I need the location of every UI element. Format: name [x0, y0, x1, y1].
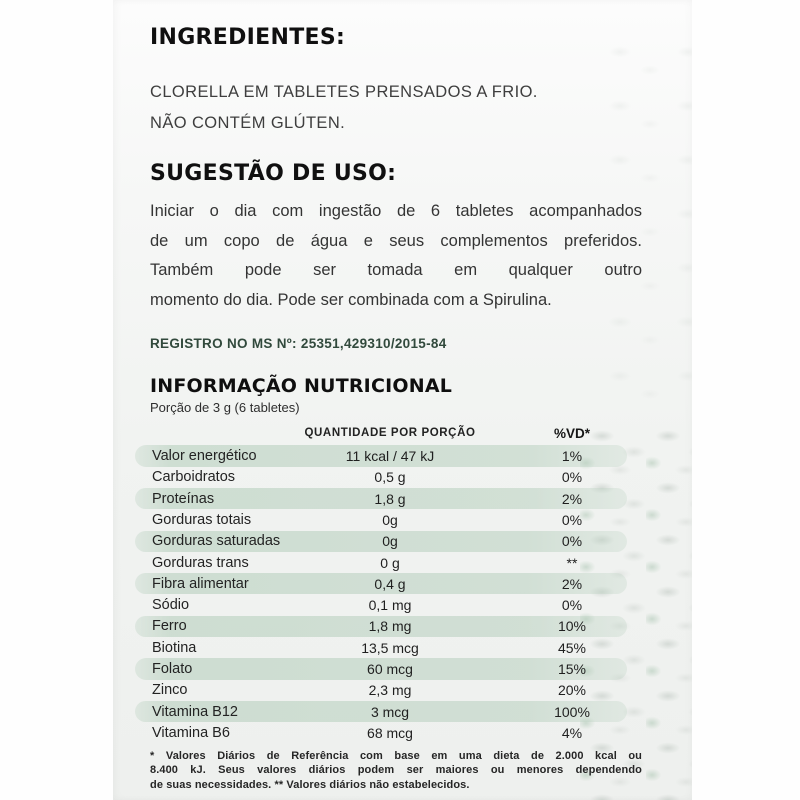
- nutrient-quantity: 1,8 g: [374, 490, 406, 507]
- nutrient-dv: 2%: [561, 490, 583, 507]
- text-line: 8.400 kJ. Seus valores diários podem ser…: [150, 764, 642, 777]
- nutrient-dv: 0%: [561, 511, 583, 528]
- text-line: de um copo de água e seus complementos p…: [150, 231, 642, 250]
- nutrient-name: Valor energético: [152, 448, 257, 465]
- serving-size: Porção de 3 g (6 tabletes): [150, 400, 300, 416]
- table-row: Carboidratos 0,5 g 0%: [135, 467, 627, 488]
- nutrient-dv: 4%: [561, 724, 583, 741]
- nutrient-dv: 20%: [557, 682, 587, 699]
- nutrient-name: Vitamina B12: [152, 703, 238, 720]
- nutrient-name: Carboidratos: [152, 469, 236, 486]
- nutrient-quantity: 2,3 mg: [368, 682, 412, 699]
- nutrient-name: Zinco: [152, 682, 188, 699]
- column-header-quantity: QUANTIDADE POR PORÇÃO: [304, 427, 476, 440]
- nutrient-quantity: 3 mcg: [370, 703, 410, 720]
- table-row: Fibra alimentar 0,4 g 2%: [135, 573, 627, 595]
- ingredients-heading: INGREDIENTES:: [150, 25, 346, 50]
- column-header-dv: %VD*: [553, 425, 590, 441]
- registry-number: REGISTRO NO MS Nº: 25351,429310/2015-84: [150, 336, 447, 352]
- nutrient-dv: 10%: [557, 618, 587, 635]
- table-row: Valor energético 11 kcal / 47 kJ 1%: [135, 445, 627, 467]
- table-row: Biotina 13,5 mcg 45%: [135, 637, 627, 658]
- nutrient-quantity: 60 mcg: [367, 660, 413, 677]
- nutrient-dv: 2%: [561, 575, 583, 592]
- footnote: * Valores Diários de Referência com base…: [150, 749, 642, 793]
- nutrient-name: Biotina: [152, 639, 197, 656]
- text-line: momento do dia. Pode ser combinada com a…: [150, 290, 552, 309]
- nutrient-dv: 100%: [554, 703, 590, 720]
- label-texture: [580, 425, 692, 800]
- nutrition-heading: INFORMAÇÃO NUTRICIONAL: [150, 375, 453, 398]
- table-row: Ferro 1,8 mg 10%: [135, 615, 627, 638]
- table-row: Gorduras trans 0 g **: [135, 552, 627, 573]
- nutrient-quantity: 0g: [382, 533, 398, 550]
- text-line: Também pode ser tomada em qualquer outro: [150, 261, 642, 280]
- nutrient-name: Gorduras trans: [152, 554, 249, 571]
- label-content: INGREDIENTES: CLORELLA EM TABLETES PRENS…: [135, 25, 642, 793]
- text-line: CLORELLA EM TABLETES PRENSADOS A FRIO.: [150, 83, 538, 102]
- text-line: NÃO CONTÉM GLÚTEN.: [150, 114, 346, 133]
- table-row: Gorduras saturadas 0g 0%: [135, 530, 627, 552]
- nutrient-name: Proteínas: [152, 490, 215, 507]
- text-line: Iniciar o dia com ingestão de 6 tabletes…: [150, 202, 642, 221]
- nutrient-name: Fibra alimentar: [152, 575, 249, 592]
- label-texture-upper: [600, 40, 692, 400]
- nutrient-name: Folato: [152, 660, 193, 677]
- nutrient-quantity: 13,5 mcg: [361, 639, 419, 656]
- nutrient-name: Sódio: [152, 597, 190, 614]
- nutrient-dv: **: [566, 554, 578, 571]
- text-line: * Valores Diários de Referência com base…: [150, 749, 642, 762]
- ingredients-text: CLORELLA EM TABLETES PRENSADOS A FRIO. NÃ…: [150, 77, 642, 139]
- text-line: de suas necessidades. ** Valores diários…: [150, 778, 470, 791]
- table-row: Proteínas 1,8 g 2%: [135, 487, 627, 510]
- nutrient-dv: 15%: [557, 660, 587, 677]
- usage-heading: SUGESTÃO DE USO:: [150, 161, 397, 187]
- table-row: Sódio 0,1 mg 0%: [135, 594, 627, 615]
- nutrient-quantity: 68 mcg: [367, 724, 413, 741]
- nutrient-quantity: 0,1 mg: [368, 597, 412, 614]
- nutrient-name: Gorduras saturadas: [152, 533, 281, 550]
- nutrition-table: QUANTIDADE POR PORÇÃO %VD* Valor energét…: [135, 424, 627, 743]
- table-row: Folato 60 mcg 15%: [135, 658, 627, 680]
- nutrient-quantity: 0,5 g: [374, 469, 406, 486]
- nutrient-dv: 0%: [561, 533, 583, 550]
- table-row: Vitamina B6 68 mcg 4%: [135, 722, 627, 743]
- nutrient-dv: 1%: [561, 448, 583, 465]
- nutrient-quantity: 0g: [382, 511, 398, 528]
- nutrient-name: Ferro: [152, 618, 187, 635]
- nutrient-name: Gorduras totais: [152, 511, 252, 528]
- nutrient-quantity: 0 g: [380, 554, 400, 571]
- nutrition-table-header: QUANTIDADE POR PORÇÃO %VD*: [135, 424, 627, 442]
- table-row: Vitamina B12 3 mcg 100%: [135, 700, 627, 723]
- nutrient-quantity: 1,8 mg: [368, 618, 412, 635]
- table-row: Zinco 2,3 mg 20%: [135, 680, 627, 701]
- nutrient-dv: 45%: [557, 639, 587, 656]
- nutrient-quantity: 0,4 g: [374, 575, 406, 592]
- nutrient-dv: 0%: [561, 597, 583, 614]
- usage-text: Iniciar o dia com ingestão de 6 tabletes…: [150, 197, 642, 315]
- nutrition-table-body: Valor energético 11 kcal / 47 kJ 1% Carb…: [135, 445, 627, 743]
- nutrient-name: Vitamina B6: [152, 724, 230, 741]
- nutrient-quantity: 11 kcal / 47 kJ: [345, 448, 435, 465]
- nutrient-dv: 0%: [561, 469, 583, 486]
- table-row: Gorduras totais 0g 0%: [135, 509, 627, 530]
